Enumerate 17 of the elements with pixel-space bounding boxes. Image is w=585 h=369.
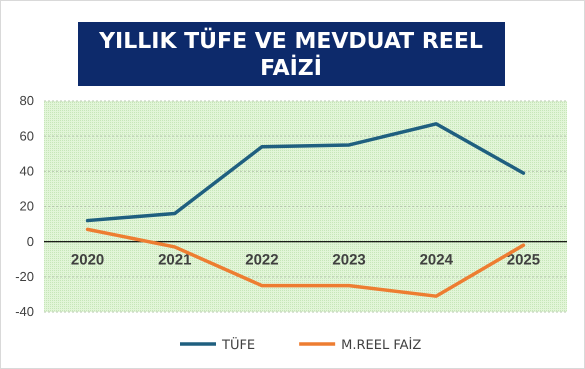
x-tick-label: 2023 — [332, 251, 366, 268]
line-series — [86, 122, 526, 222]
legend-label: M.REEL FAİZ — [341, 337, 422, 353]
y-tick-label: 40 — [20, 163, 34, 178]
y-tick-label: 0 — [26, 234, 34, 249]
chart-title: YILLIK TÜFE VE MEVDUAT REEL FAİZİ — [98, 27, 483, 81]
y-tick-label: -40 — [15, 304, 34, 320]
x-tick-label: 2025 — [506, 251, 540, 268]
y-tick-label: -20 — [15, 268, 34, 284]
legend-label: TÜFE — [221, 337, 256, 353]
x-tick-label: 2020 — [70, 251, 104, 268]
y-tick-label: 80 — [20, 93, 34, 108]
x-tick-label: 2022 — [245, 251, 279, 268]
x-tick-label: 2021 — [158, 251, 192, 268]
y-tick-label: 60 — [20, 128, 34, 144]
x-tick-label: 2024 — [420, 251, 454, 268]
y-tick-label: 20 — [20, 198, 34, 214]
